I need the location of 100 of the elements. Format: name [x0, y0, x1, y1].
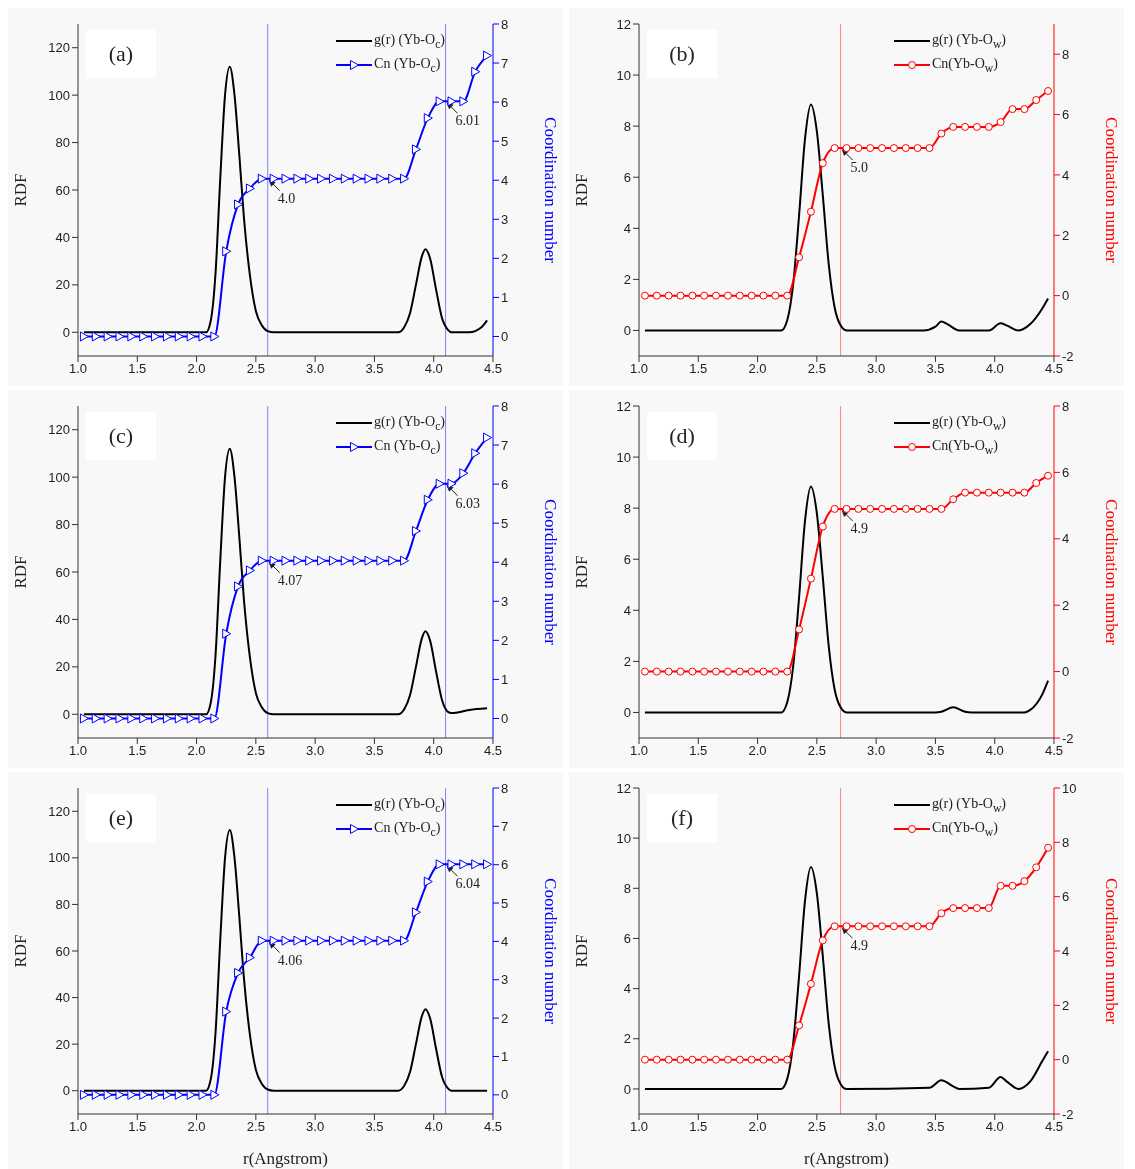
point: [352, 173, 362, 184]
point: [735, 1055, 744, 1064]
point: [1044, 471, 1053, 480]
x-tick-label: 4.5: [1044, 1119, 1064, 1135]
y-tick-label: 0: [62, 706, 70, 722]
y-tick-label: 80: [55, 897, 70, 913]
point: [901, 144, 910, 153]
y-tick-label: 120: [48, 422, 70, 438]
y-tick-label: 8: [623, 500, 631, 516]
y2-tick-label: 3: [501, 972, 509, 988]
legend-label: Cn (Yb-O$_{c}$): [374, 820, 441, 839]
point: [174, 1089, 184, 1100]
point: [411, 907, 421, 918]
point: [317, 173, 327, 184]
y-tick-label: 6: [623, 551, 631, 567]
x-tick-label: 4.0: [985, 361, 1004, 377]
point: [913, 504, 922, 513]
point: [818, 159, 827, 168]
annotation: 4.07: [277, 572, 303, 588]
point: [972, 488, 981, 497]
point: [139, 331, 149, 342]
point: [174, 331, 184, 342]
point: [269, 555, 279, 566]
point: [795, 625, 804, 634]
point: [234, 581, 244, 592]
point: [234, 199, 244, 210]
point: [854, 144, 863, 153]
annotation: (b): [647, 30, 717, 78]
point: [925, 144, 934, 153]
point: [257, 173, 267, 184]
x-tick-label: 3.5: [365, 1119, 384, 1135]
y-tick-label: 60: [55, 943, 70, 959]
point: [162, 713, 172, 724]
point: [640, 1055, 649, 1064]
point: [257, 555, 267, 566]
x-tick-label: 2.0: [187, 1119, 206, 1135]
x-tick-label: 1.0: [68, 361, 88, 377]
y-tick-label: 40: [55, 230, 70, 246]
point: [423, 876, 433, 887]
y-tick-label: 2: [623, 1031, 631, 1047]
point: [830, 144, 839, 153]
annotation: (a): [86, 30, 156, 78]
point: [376, 935, 386, 946]
point: [866, 504, 875, 513]
y2-tick-label: 6: [1062, 889, 1070, 905]
y2-tick-label: 2: [501, 250, 509, 266]
point: [245, 565, 255, 576]
x-tick-label: 1.5: [128, 1119, 147, 1135]
point: [878, 922, 887, 931]
x-tick-label: 4.0: [424, 743, 443, 759]
point: [889, 922, 898, 931]
point: [1032, 479, 1041, 488]
x-tick-label: 3.0: [867, 1119, 886, 1135]
y2-tick-label: 5: [501, 515, 509, 531]
point: [317, 935, 327, 946]
y2-tick-label: 1: [501, 672, 509, 688]
x-tick-label: 4.0: [985, 743, 1004, 759]
x-tick-label: 2.0: [748, 1119, 767, 1135]
x-tick-label: 3.5: [926, 743, 945, 759]
point: [245, 183, 255, 194]
y-tick-label: 100: [48, 87, 70, 103]
point: [411, 144, 421, 155]
y2-tick-label: 8: [1062, 398, 1070, 414]
point: [376, 173, 386, 184]
y2-tick-label: 2: [1062, 227, 1070, 243]
point: [435, 478, 445, 489]
point: [305, 935, 315, 946]
y-tick-label: 40: [55, 990, 70, 1006]
x-tick-label: 1.5: [689, 743, 708, 759]
y-tick-label: 12: [616, 780, 631, 796]
y-axis-title: RDF: [572, 934, 592, 968]
point: [293, 555, 303, 566]
point: [712, 1055, 721, 1064]
point: [996, 488, 1005, 497]
point: [818, 936, 827, 945]
point: [400, 173, 410, 184]
x-tick-label: 2.5: [246, 361, 265, 377]
point: [652, 1055, 661, 1064]
y-tick-label: 4: [623, 981, 631, 997]
point: [103, 1089, 113, 1100]
legend-label: Cn(Yb-O$_{w}$): [931, 438, 998, 457]
x-tick-label: 4.5: [483, 361, 503, 377]
point: [447, 478, 457, 489]
point: [842, 144, 851, 153]
x-tick-label: 4.5: [483, 1119, 503, 1135]
point: [961, 122, 970, 131]
point: [91, 331, 101, 342]
point: [759, 1055, 768, 1064]
point: [1032, 96, 1041, 105]
point: [388, 555, 398, 566]
point: [700, 291, 709, 300]
y2-tick-label: 6: [1062, 465, 1070, 481]
point: [747, 291, 756, 300]
point: [747, 667, 756, 676]
point: [364, 173, 374, 184]
point: [996, 118, 1005, 127]
point: [664, 291, 673, 300]
point: [676, 1055, 685, 1064]
point: [984, 488, 993, 497]
legend-label: Cn (Yb-O$_{c}$): [374, 438, 441, 457]
